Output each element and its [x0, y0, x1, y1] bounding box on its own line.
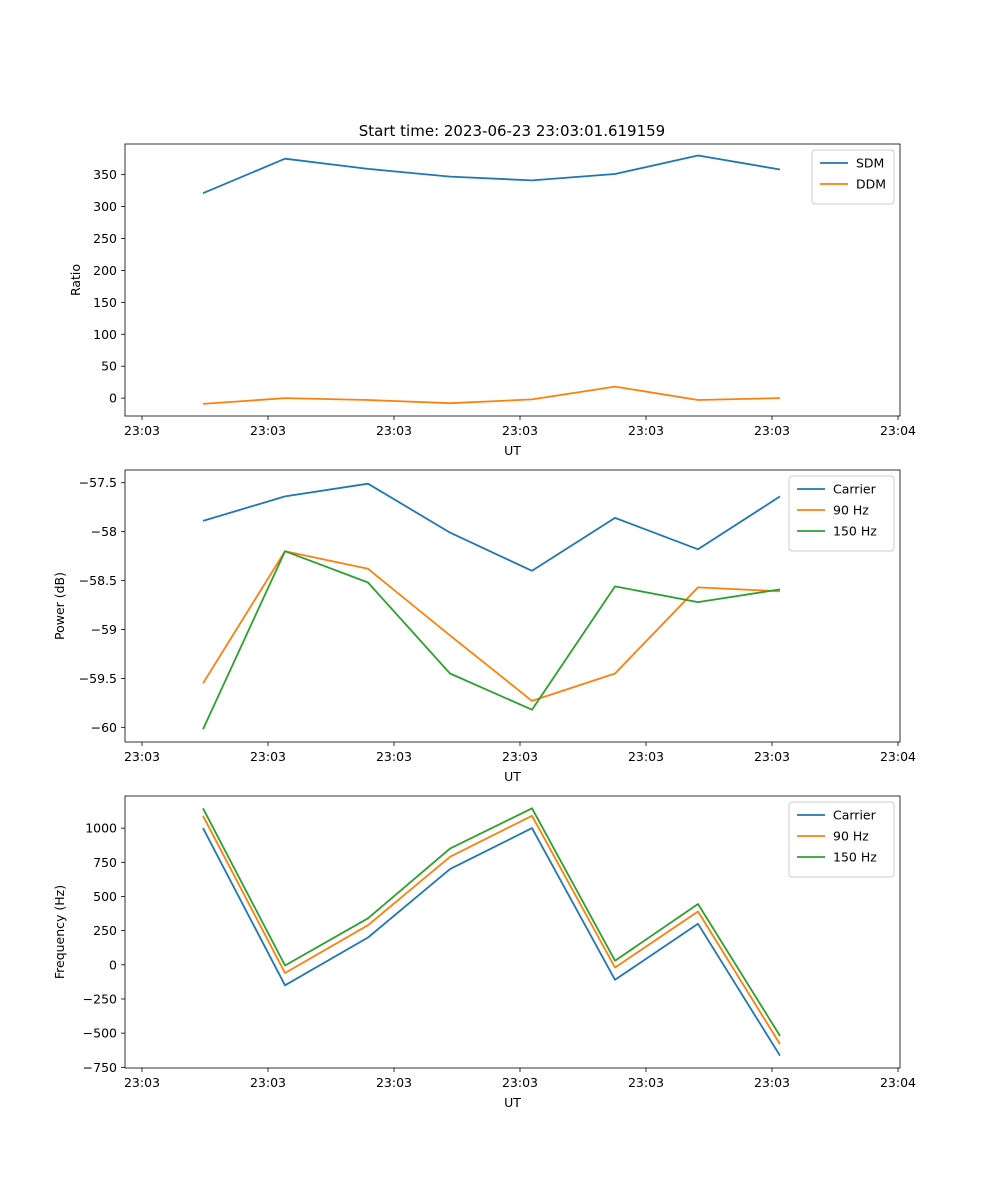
y-tick-label: 300 — [93, 199, 117, 214]
y-tick-label: −250 — [83, 991, 117, 1006]
y-tick-label: 50 — [101, 359, 117, 374]
y-tick-label: 250 — [93, 231, 117, 246]
y-tick-label: 0 — [109, 957, 117, 972]
series-line-sdm — [202, 154, 781, 195]
x-tick-label: 23:03 — [124, 749, 160, 764]
x-axis-label: UT — [504, 1095, 521, 1110]
x-tick-label: 23:03 — [502, 1075, 538, 1090]
y-tick-label: 250 — [93, 923, 117, 938]
y-tick-label: 0 — [109, 391, 117, 406]
y-tick-label: −60 — [91, 720, 117, 735]
legend-label: SDM — [856, 156, 884, 171]
y-tick-label: 350 — [93, 167, 117, 182]
x-tick-label: 23:03 — [250, 749, 286, 764]
x-tick-label: 23:04 — [880, 423, 916, 438]
plot-frame — [124, 143, 901, 417]
series-line-150-hz — [202, 807, 781, 1037]
x-tick-label: 23:03 — [628, 423, 664, 438]
series-line-carrier — [202, 827, 781, 1057]
y-tick-label: −750 — [83, 1060, 117, 1075]
legend: Carrier 90 Hz 150 Hz — [788, 801, 895, 878]
y-tick-label: −58 — [91, 524, 117, 539]
x-tick-label: 23:03 — [376, 1075, 412, 1090]
y-tick-label: −59.5 — [79, 671, 117, 686]
x-tick-label: 23:03 — [250, 423, 286, 438]
subplot-3: 1000 750 500 250 0 −250 −500 −750 23:03 23:03 23:0… — [52, 795, 916, 1110]
x-axis-label: UT — [504, 769, 521, 784]
y-tick-label: 750 — [93, 855, 117, 870]
x-tick-label: 23:03 — [628, 749, 664, 764]
y-tick-label: 1000 — [85, 821, 117, 836]
subplot-1: 0 50 100 150 200 250 300 350 23:03 23:03 23:03 23:0… — [68, 143, 916, 458]
x-tick-label: 23:03 — [376, 749, 412, 764]
y-tick-label: 100 — [93, 327, 117, 342]
series-line-90-hz — [202, 814, 781, 1045]
legend-label: Carrier — [833, 482, 877, 497]
x-tick-label: 23:03 — [754, 749, 790, 764]
y-tick-label: −59 — [91, 622, 117, 637]
x-tick-label: 23:03 — [250, 1075, 286, 1090]
x-tick-label: 23:03 — [754, 423, 790, 438]
y-tick-label: 200 — [93, 263, 117, 278]
y-axis-label: Frequency (Hz) — [52, 885, 67, 979]
series-line-ddm — [202, 385, 781, 405]
x-tick-label: 23:04 — [880, 1075, 916, 1090]
x-axis-label: UT — [504, 443, 521, 458]
y-axis-label: Ratio — [68, 264, 83, 296]
x-tick-label: 23:03 — [502, 423, 538, 438]
legend-label: DDM — [856, 177, 886, 192]
legend-label: 90 Hz — [833, 503, 869, 518]
x-tick-label: 23:03 — [754, 1075, 790, 1090]
chart-title: Start time: 2023-06-23 23:03:01.619159 — [359, 122, 665, 140]
plot-frame — [124, 795, 901, 1069]
y-tick-label: −500 — [83, 1026, 117, 1041]
legend: SDM DDM — [811, 149, 895, 205]
series-line-carrier — [202, 482, 781, 572]
legend-label: 150 Hz — [833, 524, 877, 539]
x-tick-label: 23:04 — [880, 749, 916, 764]
y-tick-label: −57.5 — [79, 475, 117, 490]
legend-box — [788, 801, 895, 878]
x-tick-label: 23:03 — [124, 1075, 160, 1090]
series-line-90-hz — [202, 550, 781, 702]
x-tick-label: 23:03 — [124, 423, 160, 438]
legend-label: 90 Hz — [833, 829, 869, 844]
legend-label: Carrier — [833, 808, 877, 823]
subplot-2: −57.5 −58 −58.5 −59 −59.5 −60 23:03 23:03 23:03 2… — [52, 469, 916, 784]
legend: Carrier 90 Hz 150 Hz — [788, 475, 895, 552]
y-axis-label: Power (dB) — [52, 572, 67, 640]
x-tick-label: 23:03 — [376, 423, 412, 438]
x-tick-label: 23:03 — [628, 1075, 664, 1090]
y-tick-label: 500 — [93, 889, 117, 904]
panels: 0 50 100 150 200 250 300 350 23:03 23:03 23:03 23:0… — [52, 143, 916, 1110]
y-tick-label: −58.5 — [79, 573, 117, 588]
plot-frame — [124, 469, 901, 743]
x-tick-label: 23:03 — [502, 749, 538, 764]
legend-box — [788, 475, 895, 552]
y-tick-label: 150 — [93, 295, 117, 310]
legend-label: 150 Hz — [833, 850, 877, 865]
series-line-150-hz — [202, 550, 781, 730]
